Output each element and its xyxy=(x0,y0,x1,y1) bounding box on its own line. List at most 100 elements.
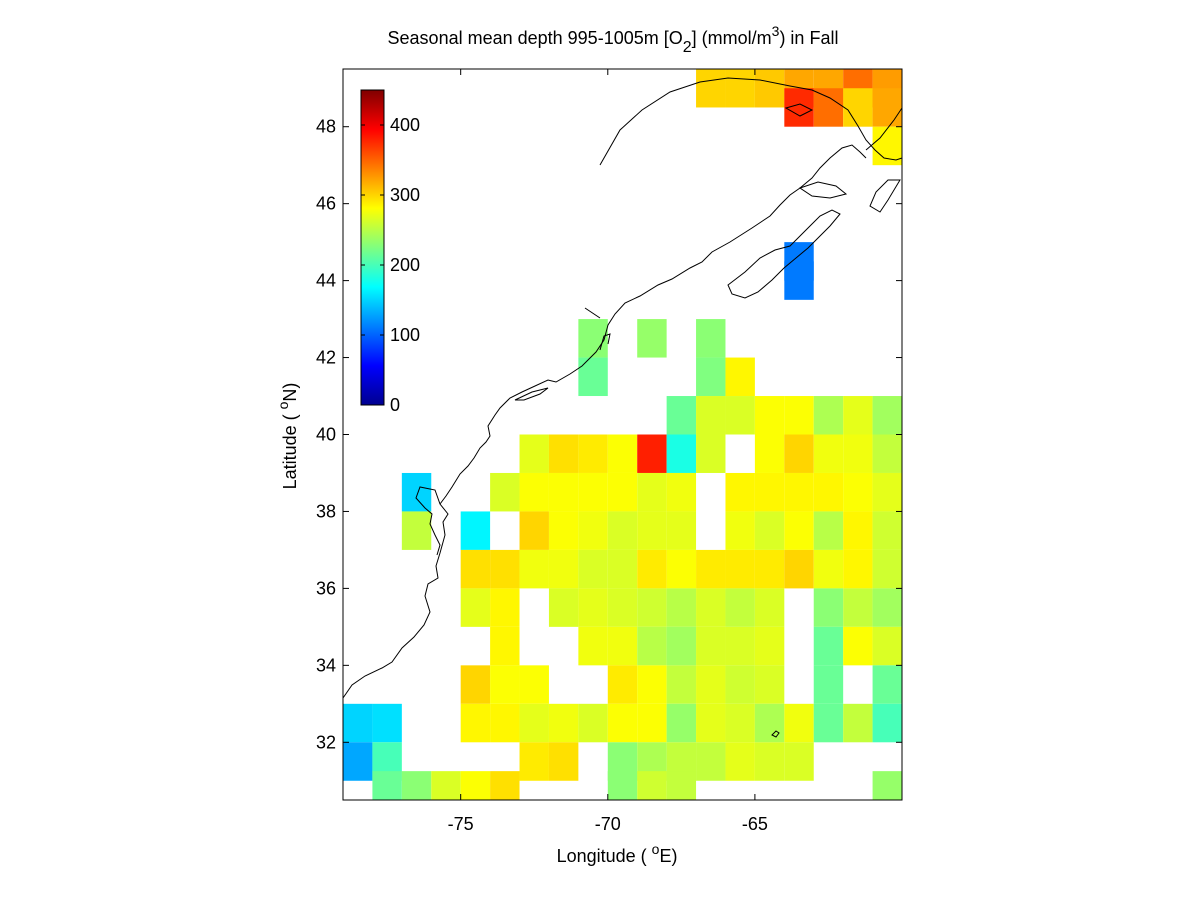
y-tick-label: 42 xyxy=(316,348,336,368)
gulf-stlawrence-coast xyxy=(599,77,903,166)
heatmap-cell xyxy=(401,511,432,550)
heatmap-cell xyxy=(843,434,873,473)
heatmap-cell xyxy=(637,434,667,473)
heatmap-cell xyxy=(725,549,755,589)
heatmap-cell xyxy=(725,511,755,550)
heatmap-cell xyxy=(460,588,491,627)
heatmap-cell xyxy=(872,434,902,473)
heatmap-cell xyxy=(666,703,697,743)
heatmap-cell xyxy=(872,511,902,550)
heatmap-cell xyxy=(490,549,520,589)
colorbar-tick-label: 200 xyxy=(390,255,420,275)
heatmap-cell xyxy=(696,588,726,627)
heatmap-cell xyxy=(637,665,667,704)
heatmap-cell xyxy=(754,626,785,666)
heatmap-cells xyxy=(343,69,902,800)
heatmap-cell xyxy=(843,588,873,627)
heatmap-cell xyxy=(813,665,844,704)
heatmap-cell xyxy=(490,472,520,512)
heatmap-cell xyxy=(725,703,755,743)
heatmap-cell xyxy=(607,434,638,473)
heatmap-cell xyxy=(813,549,844,589)
heatmap-cell xyxy=(843,472,873,512)
heatmap-cell xyxy=(637,588,667,627)
heatmap-cell xyxy=(519,703,549,743)
y-tick-label: 38 xyxy=(316,501,336,521)
heatmap-cell xyxy=(666,472,697,512)
heatmap-cell xyxy=(813,396,844,435)
y-tick-label: 44 xyxy=(316,271,336,291)
heatmap-cell xyxy=(637,549,667,589)
heatmap-cell xyxy=(872,472,902,512)
heatmap-cell xyxy=(548,742,579,781)
heatmap-cell xyxy=(637,771,667,800)
heatmap-cell xyxy=(637,472,667,512)
heatmap-cell xyxy=(696,396,726,435)
heatmap-cell xyxy=(696,319,726,358)
heatmap-cell xyxy=(696,69,726,108)
heatmap-cell xyxy=(754,549,785,589)
heatmap-cell xyxy=(872,626,902,666)
x-axis: -75 -70 -65 xyxy=(448,69,768,834)
heatmap-cell xyxy=(872,771,902,800)
coastline-outline xyxy=(342,77,903,738)
heatmap-cell xyxy=(637,511,667,550)
colorbar-tick-label: 400 xyxy=(390,115,420,135)
heatmap-cell xyxy=(843,703,873,743)
heatmap-cell xyxy=(813,88,844,127)
heatmap-cell xyxy=(637,319,667,358)
heatmap-cell xyxy=(460,665,491,704)
heatmap-cell xyxy=(519,434,549,473)
heatmap-cell xyxy=(548,472,579,512)
long-island xyxy=(514,387,549,401)
x-tick-label: -65 xyxy=(742,814,768,834)
heatmap-cell xyxy=(872,88,902,127)
heatmap-cell xyxy=(666,771,697,800)
y-tick-label: 46 xyxy=(316,194,336,214)
heatmap-cell xyxy=(578,549,608,589)
heatmap-cell xyxy=(872,588,902,627)
heatmap-cell xyxy=(813,511,844,550)
heatmap-cell xyxy=(519,665,549,704)
heatmap-cell xyxy=(343,742,373,781)
heatmap-cell xyxy=(784,511,814,550)
heatmap-cell xyxy=(666,549,697,589)
heatmap-cell xyxy=(490,626,520,666)
heatmap-cell xyxy=(813,472,844,512)
heatmap-cell xyxy=(725,742,755,781)
heatmap-cell xyxy=(460,511,491,550)
heatmap-cell xyxy=(872,549,902,589)
y-tick-label: 36 xyxy=(316,578,336,598)
heatmap-cell xyxy=(490,665,520,704)
heatmap-cell xyxy=(813,626,844,666)
heatmap-cell xyxy=(460,549,491,589)
heatmap-cell xyxy=(548,588,579,627)
nova-scotia xyxy=(727,209,841,299)
anticosti xyxy=(784,103,814,117)
heatmap-cell xyxy=(460,703,491,743)
heatmap-cell xyxy=(754,703,785,743)
heatmap-cell xyxy=(607,472,638,512)
heatmap-cell xyxy=(754,396,785,435)
colorbar-gradient xyxy=(360,89,385,406)
plot-area xyxy=(342,69,903,800)
heatmap-cell xyxy=(843,511,873,550)
x-axis-label: Longitude ( oE) xyxy=(557,841,678,866)
heatmap-cell xyxy=(401,472,432,512)
heatmap-cell xyxy=(843,626,873,666)
heatmap-cell xyxy=(490,771,520,800)
heatmap-cell xyxy=(578,511,608,550)
bermuda xyxy=(771,730,780,738)
heatmap-cell xyxy=(372,703,402,743)
heatmap-cell xyxy=(725,588,755,627)
heatmap-cell xyxy=(784,549,814,589)
heatmap-cell xyxy=(754,472,785,512)
heatmap-cell xyxy=(637,703,667,743)
heatmap-cell xyxy=(784,261,814,300)
heatmap-cell xyxy=(725,396,755,435)
heatmap-cell xyxy=(578,588,608,627)
heatmap-cell xyxy=(843,396,873,435)
heatmap-cell xyxy=(725,357,755,397)
heatmap-cell xyxy=(754,434,785,473)
